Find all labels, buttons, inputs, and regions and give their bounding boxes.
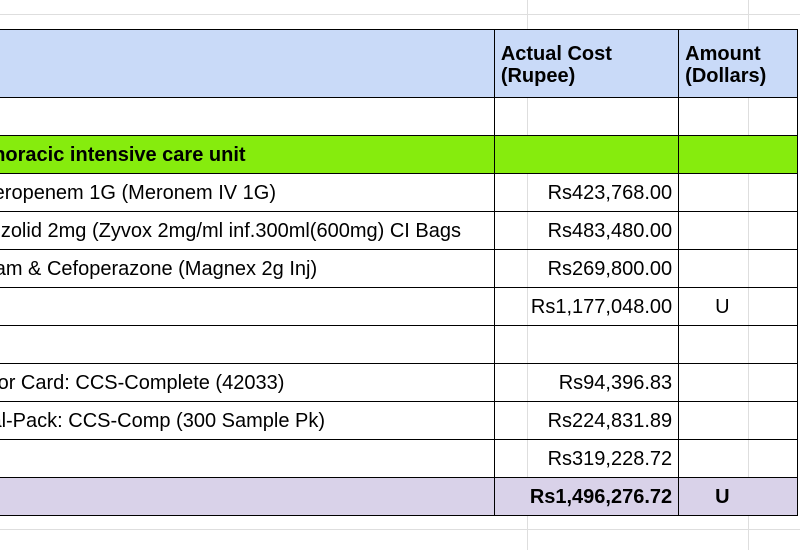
- blank-row: [0, 97, 798, 136]
- cell[interactable]: [493, 135, 680, 174]
- cell[interactable]: [493, 97, 680, 136]
- header-item-cell[interactable]: [0, 29, 495, 98]
- usd-cell[interactable]: [678, 363, 798, 402]
- cell[interactable]: [0, 439, 495, 478]
- table-row: Linezolid 2mg (Zyvox 2mg/ml inf.300ml(60…: [0, 211, 798, 250]
- subtotal-usd-cell[interactable]: U: [678, 287, 798, 326]
- table-row: Sensor Card: CCS-Complete (42033) Rs94,3…: [0, 363, 798, 402]
- cell[interactable]: [678, 97, 798, 136]
- item-cell[interactable]: Cal-Pack: CCS-Comp (300 Sample Pk): [0, 401, 495, 440]
- cell[interactable]: [0, 325, 495, 364]
- table-row: Cal-Pack: CCS-Comp (300 Sample Pk) Rs224…: [0, 401, 798, 440]
- header-actual-cost-cell[interactable]: Actual Cost (Rupee): [493, 29, 680, 98]
- grand-total-row: Rs1,496,276.72 U: [0, 477, 798, 516]
- section-row: Thoracic intensive care unit: [0, 135, 798, 174]
- usd-cell[interactable]: [678, 173, 798, 212]
- table-row: Sulbactam & Cefoperazone (Magnex 2g Inj)…: [0, 249, 798, 288]
- cost-cell[interactable]: Rs269,800.00: [493, 249, 680, 288]
- cost-cell[interactable]: Rs224,831.89: [493, 401, 680, 440]
- subtotal-cost-cell[interactable]: Rs1,177,048.00: [493, 287, 680, 326]
- item-cell[interactable]: Linezolid 2mg (Zyvox 2mg/ml inf.300ml(60…: [0, 211, 495, 250]
- blank-row: [0, 325, 798, 364]
- table-row: Meropenem 1G (Meronem IV 1G) Rs423,768.0…: [0, 173, 798, 212]
- spreadsheet-table: Actual Cost (Rupee) Amount (Dollars) Tho…: [0, 29, 798, 516]
- gridline: [0, 529, 800, 530]
- item-cell[interactable]: Sulbactam & Cefoperazone (Magnex 2g Inj): [0, 249, 495, 288]
- gridline: [0, 14, 800, 15]
- header-amount-usd-cell[interactable]: Amount (Dollars): [678, 29, 798, 98]
- section-title-cell[interactable]: Thoracic intensive care unit: [0, 135, 495, 174]
- subtotal-row: Rs1,177,048.00 U: [0, 287, 798, 326]
- subtotal-row: Rs319,228.72: [0, 439, 798, 478]
- header-amount-usd-label: Amount (Dollars): [685, 42, 767, 87]
- grand-total-usd-cell[interactable]: U: [678, 477, 798, 516]
- subtotal-usd-cell[interactable]: [678, 439, 798, 478]
- cell[interactable]: [0, 287, 495, 326]
- subtotal-cost-cell[interactable]: Rs319,228.72: [493, 439, 680, 478]
- header-row: Actual Cost (Rupee) Amount (Dollars): [0, 29, 798, 98]
- grand-total-cost-cell[interactable]: Rs1,496,276.72: [493, 477, 680, 516]
- header-actual-cost-label: Actual Cost (Rupee): [500, 42, 612, 87]
- cost-cell[interactable]: Rs94,396.83: [493, 363, 680, 402]
- cell[interactable]: [678, 325, 798, 364]
- cell[interactable]: [493, 325, 680, 364]
- usd-cell[interactable]: [678, 211, 798, 250]
- usd-cell[interactable]: [678, 401, 798, 440]
- cell[interactable]: [0, 477, 495, 516]
- cell[interactable]: [0, 97, 495, 136]
- cost-cell[interactable]: Rs423,768.00: [493, 173, 680, 212]
- item-cell[interactable]: Meropenem 1G (Meronem IV 1G): [0, 173, 495, 212]
- item-cell[interactable]: Sensor Card: CCS-Complete (42033): [0, 363, 495, 402]
- cost-cell[interactable]: Rs483,480.00: [493, 211, 680, 250]
- cell[interactable]: [678, 135, 798, 174]
- usd-cell[interactable]: [678, 249, 798, 288]
